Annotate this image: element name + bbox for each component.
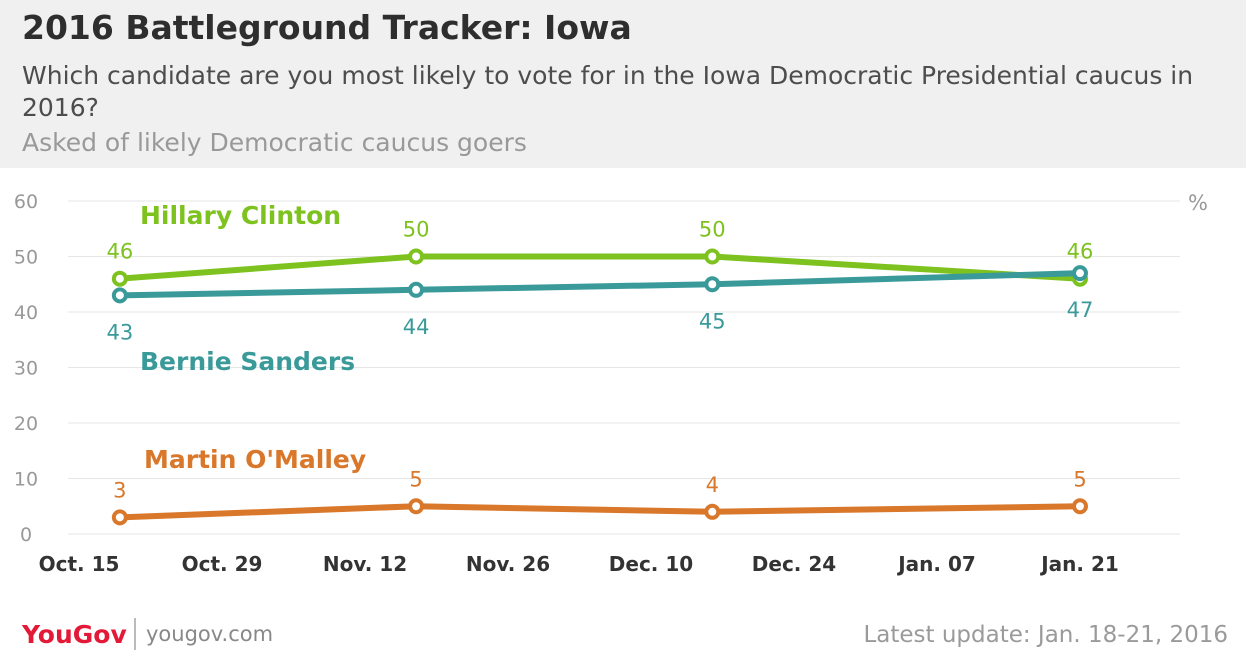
- y-tick-label: 0: [20, 524, 32, 546]
- data-point: [1072, 265, 1088, 282]
- y-axis: 0 10 20 30 40 50 60: [14, 191, 38, 546]
- data-point: [704, 503, 721, 520]
- footer-divider: [134, 618, 136, 650]
- data-point: [111, 270, 128, 287]
- chart-note: Asked of likely Democratic caucus goers: [22, 128, 527, 157]
- series-name-label: Martin O'Malley: [144, 445, 366, 474]
- data-label: 43: [106, 320, 133, 344]
- x-tick-label: Dec. 24: [752, 552, 836, 576]
- data-point: [408, 498, 425, 515]
- data-point: [704, 276, 721, 293]
- series-bernie-sanders: 43 44 45 47 Bernie Sanders: [106, 265, 1094, 376]
- series-martin-o-malley: 3 5 4 5 Martin O'Malley: [111, 445, 1088, 526]
- x-tick-label: Nov. 26: [466, 552, 550, 576]
- data-label: 46: [106, 240, 133, 264]
- yougov-logo: YouGov: [22, 620, 127, 649]
- data-label: 44: [403, 315, 430, 339]
- x-tick-label: Oct. 15: [39, 552, 120, 576]
- unit-label: %: [1188, 191, 1208, 215]
- series-name-label: Bernie Sanders: [140, 347, 355, 376]
- data-point: [408, 281, 425, 298]
- series-hillary-clinton: 46 50 50 46 Hillary Clinton: [106, 201, 1094, 287]
- latest-update: Latest update: Jan. 18-21, 2016: [863, 622, 1228, 648]
- y-tick-label: 60: [14, 191, 38, 213]
- data-label: 46: [1067, 240, 1094, 264]
- footer-url[interactable]: yougov.com: [146, 622, 274, 646]
- data-point: [111, 287, 128, 304]
- data-label: 50: [403, 218, 430, 242]
- x-axis: Oct. 15 Oct. 29 Nov. 12 Nov. 26 Dec. 10 Dec. …: [39, 552, 1119, 576]
- data-label: 5: [409, 467, 422, 491]
- data-point: [1072, 498, 1088, 515]
- data-label: 45: [699, 309, 726, 333]
- x-tick-label: Nov. 12: [323, 552, 407, 576]
- chart-subtitle: Which candidate are you most likely to v…: [22, 61, 1194, 122]
- y-tick-label: 40: [14, 302, 38, 324]
- y-tick-label: 20: [14, 413, 38, 435]
- line-chart: 0 10 20 30 40 50 60 Oct. 15 Oct. 29 Nov. 12 Nov. …: [14, 191, 1208, 576]
- data-point: [111, 509, 128, 526]
- data-label: 5: [1073, 467, 1086, 491]
- x-tick-label: Jan. 07: [896, 552, 976, 576]
- y-tick-label: 50: [14, 247, 38, 269]
- data-label: 4: [706, 473, 719, 497]
- chart-title: 2016 Battleground Tracker: Iowa: [22, 8, 632, 47]
- data-label: 3: [113, 478, 126, 502]
- data-label: 47: [1067, 298, 1094, 322]
- series-name-label: Hillary Clinton: [140, 201, 341, 230]
- series-line: [119, 270, 1081, 299]
- y-tick-label: 10: [14, 469, 38, 491]
- data-point: [704, 248, 721, 265]
- series-line: [119, 503, 1081, 521]
- series-line: [119, 253, 1081, 282]
- x-tick-label: Dec. 10: [609, 552, 693, 576]
- header: 2016 Battleground Tracker: Iowa Which ca…: [0, 0, 1246, 168]
- x-tick-label: Oct. 29: [182, 552, 263, 576]
- data-point: [408, 248, 425, 265]
- data-label: 50: [699, 218, 726, 242]
- x-tick-label: Jan. 21: [1039, 552, 1119, 576]
- y-tick-label: 30: [14, 358, 38, 380]
